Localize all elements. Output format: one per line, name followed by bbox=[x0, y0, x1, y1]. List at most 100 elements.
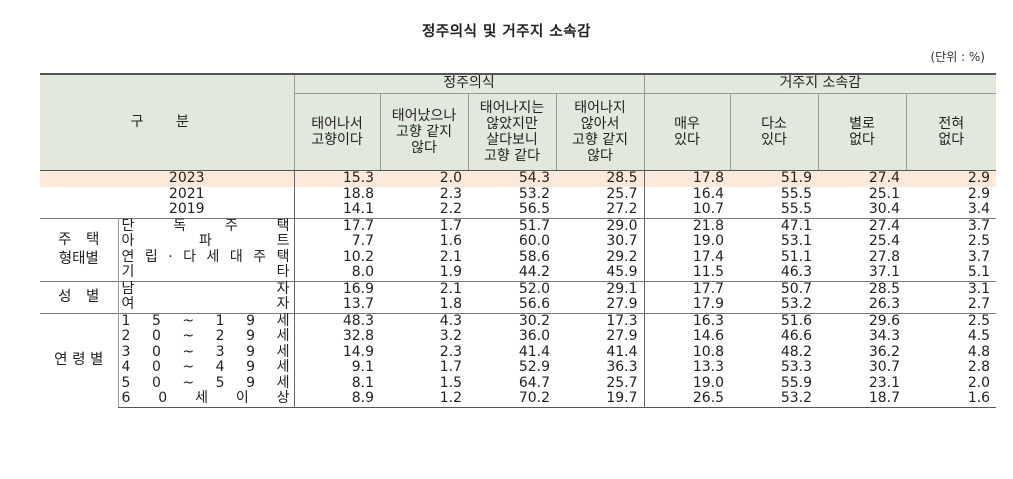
category-label: 연 립 · 다 세 대 주 택 bbox=[117, 248, 294, 265]
value-cell: 1.6 bbox=[439, 233, 462, 249]
value-cell: 13.7 bbox=[293, 296, 380, 313]
value-cell: 26.5 bbox=[643, 390, 731, 408]
value-cell: 23.1 bbox=[868, 374, 901, 391]
value-cell: 36.0 bbox=[518, 328, 550, 344]
value-cell: 14.9 bbox=[293, 344, 380, 360]
value-cell: 2.0 bbox=[380, 170, 468, 187]
value-cell: 3.4 bbox=[967, 201, 991, 217]
value-cell: 2.9 bbox=[967, 185, 991, 202]
category-char: 3 bbox=[121, 343, 131, 360]
value-cell: 51.6 bbox=[730, 312, 819, 329]
value-cell: 13.3 bbox=[643, 359, 731, 376]
table-row: 2021 18.8 2.3 53.2 25.7 16.4 55.5 25.1 2.9 bbox=[40, 185, 996, 202]
table-row: 기 타 8.0 1.9 44.2 45.9 11.5 46.3 37.1 5.1 bbox=[40, 264, 996, 281]
value-cell: 55.5 bbox=[780, 201, 813, 217]
value-cell: 25.7 bbox=[606, 374, 638, 391]
value-cell: 70.2 bbox=[468, 390, 556, 408]
value-cell: 19.0 bbox=[643, 233, 731, 250]
table-row: 5 0 ~5 9 세 8.1 1.5 64.7 25.7 19.0 55.9 23.1 2.0 bbox=[40, 374, 996, 391]
column-header-line: 태어났으나 bbox=[391, 108, 457, 124]
value-cell: 17.7 bbox=[293, 217, 380, 234]
group-label: 연 령 별 bbox=[40, 312, 118, 407]
column-header: 별로 없다 bbox=[817, 93, 907, 171]
value-cell: 36.2 bbox=[868, 343, 901, 360]
value-cell: 4.3 bbox=[380, 312, 468, 329]
table-row: 연 립 · 다 세 대 주 택 10.2 2.1 58.6 29.2 17.4 51.1 27.8 3.7 bbox=[40, 248, 996, 265]
category-char: 주 bbox=[224, 217, 238, 234]
value-cell: 5.1 bbox=[967, 264, 991, 280]
value-cell: 41.4 bbox=[606, 343, 638, 360]
value-cell: 1.7 bbox=[380, 217, 468, 234]
value-cell: 9.1 bbox=[293, 359, 380, 376]
value-cell: 21.8 bbox=[643, 217, 731, 234]
value-cell: 1.8 bbox=[439, 296, 462, 312]
category-char: 2 bbox=[121, 328, 131, 344]
category-char: 4 bbox=[121, 359, 131, 375]
category-char: 5 bbox=[151, 312, 161, 329]
value-cell: 28.5 bbox=[818, 280, 907, 297]
category-char: 립 bbox=[144, 248, 158, 265]
category-char: 남 bbox=[121, 280, 135, 297]
category-label: 5 0 ~5 9 세 bbox=[117, 374, 294, 391]
category-char: · bbox=[168, 248, 173, 265]
value-cell: 25.4 bbox=[868, 233, 901, 249]
value-cell: 46.6 bbox=[780, 328, 813, 344]
value-cell: 30.7 bbox=[868, 359, 901, 375]
value-cell: 53.3 bbox=[780, 359, 813, 375]
category-char: 세 bbox=[276, 328, 290, 344]
value-cell: 41.4 bbox=[518, 343, 550, 360]
category-char: 택 bbox=[276, 217, 290, 234]
column-header: 다소 있다 bbox=[729, 93, 819, 171]
value-cell: 19.0 bbox=[643, 375, 731, 391]
value-cell: 16.3 bbox=[643, 312, 731, 329]
value-cell: 27.2 bbox=[606, 201, 638, 217]
category-char: 5 bbox=[121, 374, 131, 391]
category-char: 트 bbox=[276, 233, 290, 249]
value-cell: 29.6 bbox=[818, 312, 907, 329]
category-char: 0 bbox=[151, 374, 161, 391]
value-cell: 45.9 bbox=[606, 264, 638, 280]
column-header: 태어나지는 않았지만 살다보니 고향 같다 bbox=[467, 93, 556, 171]
value-cell: 8.9 bbox=[293, 390, 380, 408]
data-table: 구 분 정주의식 거주지 소속감 태어나서 고향이다 태어났으나 고향 같지 않다 태어나… bbox=[40, 73, 997, 408]
value-cell: 17.3 bbox=[556, 312, 645, 329]
column-header: 태어나서 고향이다 bbox=[293, 93, 380, 171]
category-char: 6 bbox=[121, 390, 131, 406]
value-cell: 27.8 bbox=[868, 248, 901, 265]
value-cell: 8.0 bbox=[293, 264, 380, 281]
value-cell: 32.8 bbox=[293, 328, 380, 345]
category-char: 자 bbox=[276, 280, 290, 297]
year-label: 2021 bbox=[168, 185, 205, 202]
value-cell: 10.8 bbox=[643, 344, 731, 360]
category-char: 기 bbox=[121, 264, 135, 280]
group-label-line: 주 택 bbox=[58, 231, 100, 248]
column-header-line: 다소 bbox=[761, 116, 787, 132]
value-cell: 30.2 bbox=[468, 312, 556, 329]
column-header-line: 태어나지 bbox=[574, 100, 626, 116]
group-label: 성 별 bbox=[40, 280, 118, 313]
category-char: 단 bbox=[121, 217, 135, 234]
column-header-line: 태어나서 bbox=[311, 116, 363, 132]
category-char: 상 bbox=[276, 390, 290, 406]
category-char: 자 bbox=[276, 296, 290, 312]
group-label: 주 택 형태별 bbox=[40, 217, 118, 281]
value-cell: 29.1 bbox=[556, 280, 645, 297]
category-char: 9 bbox=[246, 328, 256, 344]
column-header-line: 않아서 bbox=[580, 116, 620, 132]
category-label-text: 2 0 ~2 9 세 bbox=[119, 328, 294, 345]
value-cell: 2.7 bbox=[967, 296, 991, 312]
category-char: ~ bbox=[182, 359, 195, 375]
category-label-text: 4 0 ~4 9 세 bbox=[119, 359, 294, 376]
category-label: 6 0 세 이 상 bbox=[117, 390, 294, 408]
value-cell: 50.7 bbox=[730, 280, 819, 297]
table-body: 2023 15.3 2.0 54.3 28.5 17.8 51.9 27.4 2.9 2021 18… bbox=[40, 170, 997, 408]
table-row: 성 별 남 자 16.9 2.1 52.0 29.1 17.7 50.7 28.5 3.1 bbox=[40, 280, 997, 313]
header-category: 구 분 bbox=[40, 73, 294, 171]
header-group-settlement: 정주의식 bbox=[293, 73, 645, 94]
value-cell: 52.9 bbox=[518, 359, 550, 375]
table-header: 구 분 정주의식 거주지 소속감 태어나서 고향이다 태어났으나 고향 같지 않다 태어나… bbox=[40, 73, 997, 171]
column-header-line: 매우 bbox=[674, 116, 700, 132]
value-cell: 56.6 bbox=[518, 296, 550, 312]
